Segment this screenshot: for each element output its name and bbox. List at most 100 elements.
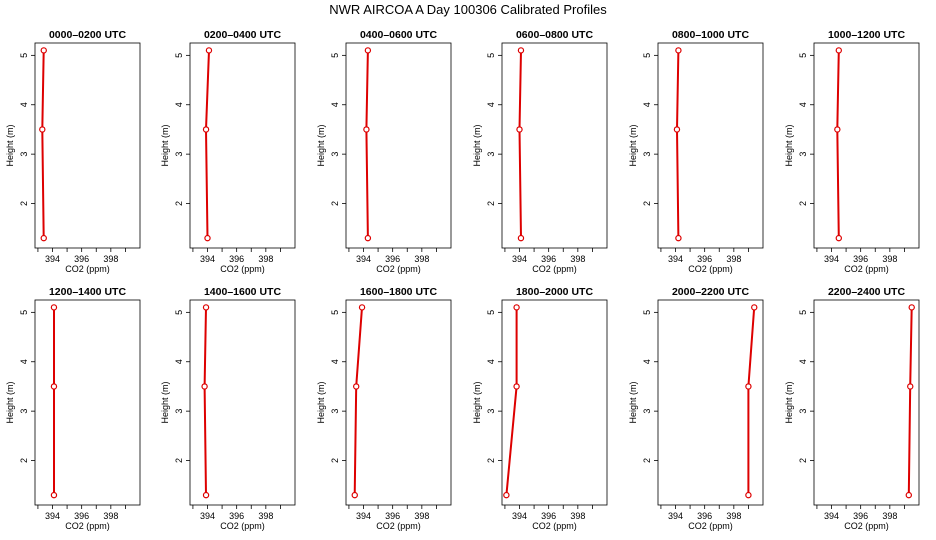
profile-panel: 1400–1600 UTC 394 396 398 2 3 4 5 CO2 (ppm) Heigh… bbox=[160, 286, 296, 531]
profile-point bbox=[353, 383, 360, 390]
panel-title: 1800–2000 UTC bbox=[516, 286, 593, 298]
plot-frame bbox=[189, 299, 296, 506]
profile-line bbox=[836, 50, 840, 239]
x-tick-label: 398 bbox=[258, 254, 273, 264]
x-tick-label: 394 bbox=[45, 511, 60, 521]
x-tick-label: 398 bbox=[103, 511, 118, 521]
profile-point bbox=[201, 383, 208, 390]
y-tick-label: 2 bbox=[330, 458, 340, 463]
profile-panel: 2200–2400 UTC 394 396 398 2 3 4 5 CO2 (ppm) Heigh… bbox=[784, 286, 920, 531]
profile-point bbox=[517, 47, 525, 54]
x-tick-label: 394 bbox=[356, 254, 371, 264]
y-tick-label: 2 bbox=[486, 201, 496, 206]
profile-point bbox=[202, 491, 210, 499]
x-tick-label: 398 bbox=[882, 254, 897, 264]
y-tick-label: 5 bbox=[330, 310, 340, 315]
y-tick-label: 3 bbox=[798, 409, 808, 414]
figure-title: NWR AIRCOA A Day 100306 Calibrated Profi… bbox=[329, 2, 607, 17]
y-axis-label: Height (m) bbox=[160, 124, 170, 166]
y-tick-label: 5 bbox=[19, 310, 29, 315]
panel-title: 2000–2200 UTC bbox=[672, 286, 749, 298]
profile-line bbox=[518, 50, 522, 239]
y-tick-label: 4 bbox=[798, 359, 808, 364]
x-tick-label: 396 bbox=[541, 254, 556, 264]
x-tick-label: 398 bbox=[570, 254, 585, 264]
panel-title: 0200–0400 UTC bbox=[204, 29, 281, 41]
panel-title: 1600–1800 UTC bbox=[360, 286, 437, 298]
x-axis-label: CO2 (ppm) bbox=[532, 264, 577, 274]
x-tick-label: 394 bbox=[668, 254, 683, 264]
panel-title: 1000–1200 UTC bbox=[828, 29, 905, 41]
y-tick-label: 3 bbox=[174, 152, 184, 157]
profile-point bbox=[40, 47, 47, 54]
x-tick-label: 396 bbox=[541, 511, 556, 521]
y-axis-label: Height (m) bbox=[472, 124, 482, 166]
x-axis-label: CO2 (ppm) bbox=[220, 264, 265, 274]
profile-point bbox=[908, 304, 915, 311]
y-tick-label: 5 bbox=[642, 310, 652, 315]
y-tick-label: 4 bbox=[19, 359, 29, 364]
y-tick-label: 3 bbox=[19, 409, 29, 414]
y-axis-label: Height (m) bbox=[784, 124, 794, 166]
x-axis-label: CO2 (ppm) bbox=[532, 521, 577, 531]
y-tick-label: 4 bbox=[486, 359, 496, 364]
profile-point bbox=[39, 126, 46, 133]
profile-point bbox=[835, 234, 842, 242]
x-tick-label: 396 bbox=[853, 511, 868, 521]
panel-title: 1200–1400 UTC bbox=[49, 286, 126, 298]
y-axis-label: Height (m) bbox=[628, 381, 638, 423]
profile-point bbox=[907, 383, 914, 390]
x-axis-label: CO2 (ppm) bbox=[65, 264, 110, 274]
profile-line bbox=[41, 50, 45, 239]
y-tick-label: 4 bbox=[174, 359, 184, 364]
profile-point bbox=[364, 47, 372, 54]
profile-point bbox=[204, 234, 211, 242]
y-axis-label: Height (m) bbox=[784, 381, 794, 423]
x-axis-label: CO2 (ppm) bbox=[376, 521, 421, 531]
profile-point bbox=[40, 234, 47, 242]
x-tick-label: 394 bbox=[200, 254, 215, 264]
profile-panel: 2000–2200 UTC 394 396 398 2 3 4 5 CO2 (ppm) Heigh… bbox=[628, 286, 764, 531]
x-tick-label: 394 bbox=[512, 511, 527, 521]
x-tick-label: 398 bbox=[414, 511, 429, 521]
plot-frame bbox=[189, 42, 296, 249]
profile-point bbox=[363, 126, 370, 133]
profile-line bbox=[353, 307, 363, 496]
y-tick-label: 4 bbox=[174, 102, 184, 107]
panel-title: 1400–1600 UTC bbox=[204, 286, 281, 298]
y-tick-label: 4 bbox=[798, 102, 808, 107]
y-tick-label: 4 bbox=[330, 102, 340, 107]
x-axis-label: CO2 (ppm) bbox=[688, 264, 733, 274]
x-tick-label: 398 bbox=[570, 511, 585, 521]
x-axis-label: CO2 (ppm) bbox=[65, 521, 110, 531]
y-tick-label: 5 bbox=[798, 53, 808, 58]
x-tick-label: 398 bbox=[103, 254, 118, 264]
x-tick-label: 394 bbox=[668, 511, 683, 521]
profile-panel: 0600–0800 UTC 394 396 398 2 3 4 5 CO2 (ppm) Heigh… bbox=[472, 29, 608, 274]
y-tick-label: 2 bbox=[486, 458, 496, 463]
x-tick-label: 396 bbox=[74, 511, 89, 521]
profile-point bbox=[358, 304, 366, 311]
profile-point bbox=[675, 234, 682, 242]
x-tick-label: 394 bbox=[45, 254, 60, 264]
x-tick-label: 396 bbox=[697, 254, 712, 264]
x-tick-label: 398 bbox=[882, 511, 897, 521]
y-tick-label: 5 bbox=[798, 310, 808, 315]
y-tick-label: 5 bbox=[486, 310, 496, 315]
x-tick-label: 394 bbox=[512, 254, 527, 264]
y-tick-label: 3 bbox=[642, 409, 652, 414]
x-axis-label: CO2 (ppm) bbox=[376, 264, 421, 274]
profile-point bbox=[834, 126, 841, 133]
profile-point bbox=[745, 491, 752, 499]
y-tick-label: 2 bbox=[174, 458, 184, 463]
y-tick-label: 5 bbox=[174, 310, 184, 315]
profile-point bbox=[50, 304, 58, 311]
profile-point bbox=[517, 234, 525, 242]
x-tick-label: 396 bbox=[853, 254, 868, 264]
profile-point bbox=[905, 491, 912, 499]
x-axis-label: CO2 (ppm) bbox=[688, 521, 733, 531]
y-axis-label: Height (m) bbox=[316, 381, 326, 423]
panel-title: 2200–2400 UTC bbox=[828, 286, 905, 298]
profile-panel: 1600–1800 UTC 394 396 398 2 3 4 5 CO2 (ppm) Heigh… bbox=[316, 286, 452, 531]
